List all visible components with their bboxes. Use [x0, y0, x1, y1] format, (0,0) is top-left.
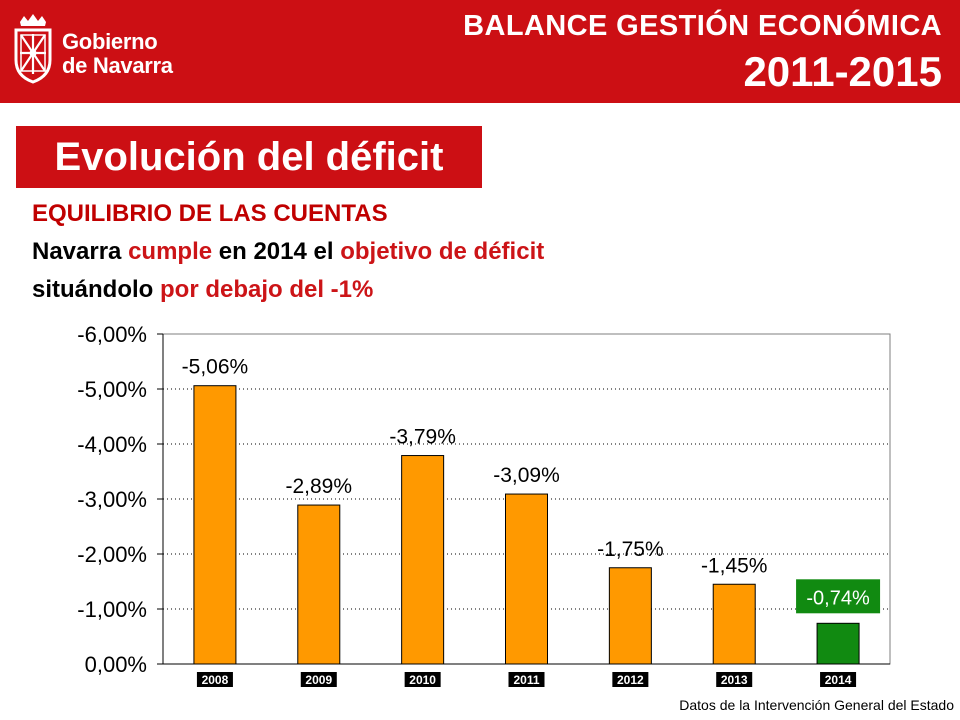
statement-line-2: situándolo por debajo del -1%	[32, 276, 373, 304]
y-tick-label: -4,00%	[77, 432, 147, 457]
data-label-2014: -0,74%	[806, 587, 870, 609]
x-tick-label-2010: 2010	[409, 673, 436, 687]
statement-2b: por debajo del -1%	[160, 276, 374, 303]
navarra-crest-icon	[14, 14, 52, 84]
data-label-2010: -3,79%	[389, 426, 456, 449]
bar-2008	[193, 385, 237, 665]
source-note: Datos de la Intervención General del Est…	[679, 697, 954, 713]
x-label-box-2010	[404, 672, 441, 687]
gobierno-navarra-logo: Gobierno de Navarra	[10, 12, 180, 88]
bar-2014	[816, 622, 860, 665]
header-title: BALANCE GESTIÓN ECONÓMICA	[463, 10, 942, 42]
bar-2009	[297, 504, 341, 665]
logo-line-2: de Navarra	[62, 53, 173, 78]
x-tick-label-2011: 2011	[513, 673, 539, 687]
data-label-2008: -5,06%	[182, 356, 249, 379]
data-label-2009: -2,89%	[286, 475, 353, 498]
y-tick-label: -3,00%	[77, 487, 147, 512]
x-tick-label-2013: 2013	[721, 673, 748, 687]
y-tick-label: -6,00%	[77, 322, 147, 347]
x-tick-label-2008: 2008	[202, 673, 229, 687]
x-label-box-2013	[716, 672, 753, 687]
bar-2013	[712, 583, 756, 665]
data-label-2012: -1,75%	[597, 538, 664, 561]
statement-1b: cumple	[128, 238, 213, 265]
statement-1c: en 2014 el	[212, 238, 341, 265]
x-label-box-2014	[820, 672, 857, 687]
y-tick-label: -1,00%	[77, 597, 147, 622]
bar-2010	[401, 455, 445, 665]
logo-line-1: Gobierno	[62, 29, 158, 54]
x-label-box-2009	[300, 672, 337, 687]
x-tick-label-2012: 2012	[617, 673, 644, 687]
data-label-box-2014	[796, 579, 881, 614]
statement-1a: Navarra	[32, 238, 129, 265]
section-title: Evolución del déficit	[16, 126, 482, 188]
data-label-2011: -3,09%	[493, 464, 560, 487]
bar-2011	[505, 493, 548, 665]
x-label-box-2011	[508, 672, 545, 687]
y-tick-label: 0,00%	[85, 652, 147, 677]
header-years: 2011-2015	[743, 48, 942, 95]
x-tick-label-2009: 2009	[305, 673, 332, 687]
y-tick-label: -2,00%	[77, 542, 147, 567]
statement-line-1: Navarra cumple en 2014 el objetivo de dé…	[32, 238, 544, 266]
statement-1d: objetivo de déficit	[340, 238, 545, 265]
header-banner: Gobierno de Navarra BALANCE GESTIÓN ECON…	[0, 0, 960, 103]
x-label-box-2008	[196, 672, 233, 687]
x-tick-label-2014: 2014	[825, 673, 852, 687]
x-label-box-2012	[612, 672, 649, 687]
bar-2012	[608, 567, 652, 665]
y-tick-label: -5,00%	[77, 377, 147, 402]
intro-heading: EQUILIBRIO DE LAS CUENTAS	[32, 200, 388, 227]
data-label-2013: -1,45%	[701, 554, 768, 577]
statement-2a: situándolo	[32, 276, 160, 303]
